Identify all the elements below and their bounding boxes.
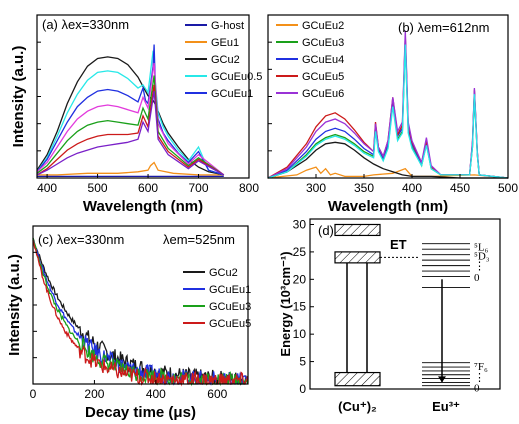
level-label: 0 [474,272,480,284]
legend-label: GCuEu5 [302,71,344,83]
y-tick-label: 15 [293,300,307,314]
y-tick-label: 25 [293,245,307,259]
series-line-s6 [36,75,225,176]
legend-label: GCuEu4 [302,54,344,66]
level-label: ⁵L₆ [474,241,489,253]
x-tick-label: 400 [402,181,422,195]
cu-label: (Cu⁺)₂ [338,399,377,414]
y-axis-label: Intensity (a.u.) [6,254,23,356]
series-line-s7 [36,84,225,176]
x-tick-label: 600 [207,387,227,401]
y-tick-label: 30 [293,217,307,231]
panel-annotation: (b) λem=612nm [398,20,489,35]
x-tick-label: 700 [189,181,209,195]
x-tick-label: 0 [30,387,37,401]
x-tick-label: 450 [450,181,470,195]
series-line-gcueu2 [267,166,509,179]
x-tick-label: 350 [354,181,374,195]
cu-band [334,371,381,387]
x-axis-label: Decay time (μs) [85,404,196,421]
x-tick-label: 400 [146,387,166,401]
legend-label: GCu2 [209,267,238,279]
y-axis-label: Energy (10³cm⁻¹) [278,251,293,356]
y-tick-label: 10 [293,327,307,341]
energy-transfer-label: ET [390,237,407,252]
panel-annotation: (a) λex=330nm [42,17,129,32]
panel-annotation: λem=525nm [163,232,235,247]
x-tick-label: 800 [239,181,259,195]
level-label: ⋮ [474,261,485,273]
legend-label: GCuEu0.5 [211,71,262,83]
legend-label: GCuEu1 [211,88,253,100]
series-line-s5 [267,141,508,179]
legend-label: GCuEu1 [209,284,251,296]
x-tick-label: 600 [138,181,158,195]
panel-a: 400 500 600 700 800 Wavelength (nm) Intensity … [10,14,262,215]
legend-label: GCu2 [211,54,240,66]
x-tick-label: 400 [37,181,57,195]
legend-label: GCuEu2 [302,20,344,32]
y-axis-label: Intensity (a.u.) [10,46,27,148]
series-line-geu1 [37,161,224,176]
x-tick-label: 200 [84,387,104,401]
series-line-gcueu5 [32,239,249,387]
cu-band [334,251,381,264]
y-tick-label: 20 [293,272,307,286]
legend: G-host GEu1 GCu2 GCuEu0.5 GCuEu1 [185,20,262,100]
series-line-s8 [36,91,225,176]
eu-label: Eu³⁺ [432,399,460,414]
legend: GCu2 GCuEu1 GCuEu3 GCuEu5 [183,267,251,330]
legend: GCuEu2 GCuEu3 GCuEu4 GCuEu5 GCuEu6 [276,20,344,100]
legend-label: GCuEu3 [302,37,344,49]
level-label: ⋮ [474,372,485,384]
legend-label: GEu1 [211,37,239,49]
x-axis-label: Wavelength (nm) [328,198,448,215]
series-line-gcueu0-5 [36,50,224,176]
legend-label: GCuEu3 [209,301,251,313]
panel-annotation: (d) [318,223,334,238]
panel-annotation: (c) λex=330nm [38,232,124,247]
level-label: ⁵D₃ [474,251,490,263]
legend-label: G-host [211,20,244,32]
level-label: 0 [474,382,480,394]
series-line-s5 [36,63,225,176]
panel-c: 0 200 400 600 Decay time (μs) Intensity (a.u.… [6,225,251,421]
legend-label: GCuEu6 [302,88,344,100]
arrow-head [438,376,446,383]
series-line-s6 [267,44,509,179]
y-tick-label: 0 [299,382,306,396]
level-label: ⁷F₆ [474,361,488,373]
x-axis-label: Wavelength (nm) [83,198,203,215]
x-tick-label: 300 [306,181,326,195]
y-tick-label: 5 [299,355,306,369]
legend-label: GCuEu5 [209,318,251,330]
plot-frame [309,218,501,390]
x-tick-label: 500 [88,181,108,195]
cu-band [334,223,381,237]
x-tick-label: 500 [498,181,518,195]
